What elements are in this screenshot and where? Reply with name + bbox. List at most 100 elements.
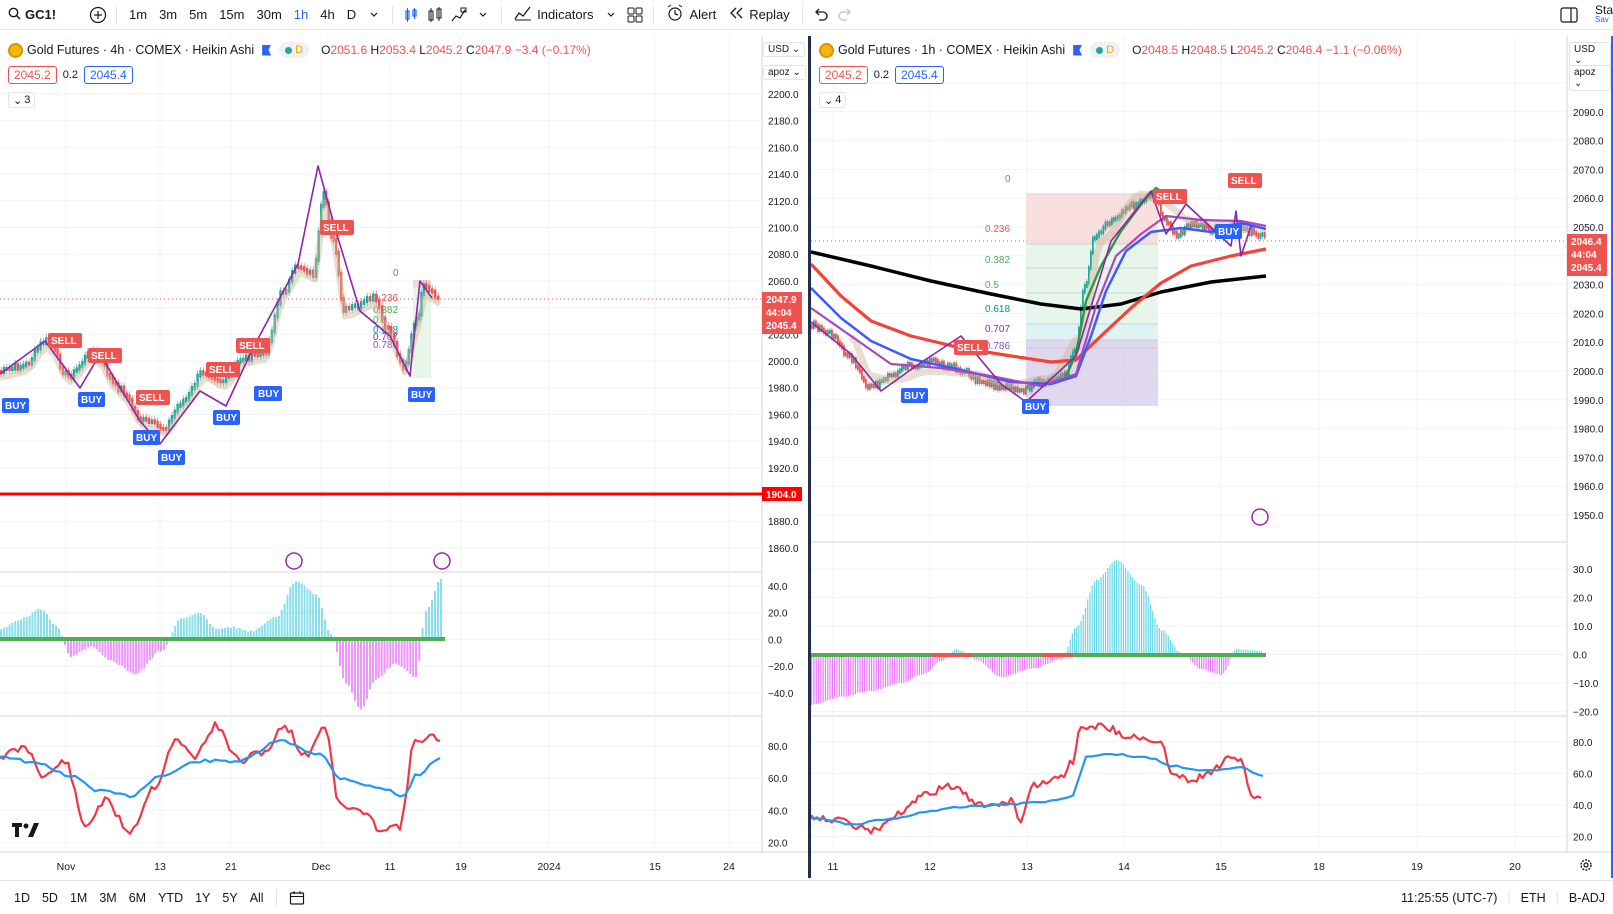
range-button[interactable]: 5Y [222, 890, 238, 905]
osc-bar [209, 624, 211, 639]
chart-canvas-4h[interactable]: 2200.02180.02160.02140.02120.02100.02080… [0, 36, 809, 878]
range-button[interactable]: YTD [158, 890, 184, 905]
candle-body [173, 409, 176, 420]
candles-icon[interactable] [399, 0, 423, 30]
signal-label: BUY [1218, 227, 1239, 238]
chart-pane-1h[interactable]: 2100.02090.02080.02070.02060.02050.02040… [809, 36, 1613, 878]
interval-button[interactable]: 4h [320, 7, 335, 22]
candle-body [943, 360, 945, 370]
osc-bar [1113, 561, 1115, 655]
chevron-down-icon[interactable] [471, 0, 495, 30]
candle-body [27, 361, 31, 366]
interval-button[interactable]: 1m [129, 7, 148, 22]
fib-level-label: 0.618 [985, 304, 1010, 315]
flag-icon[interactable] [262, 44, 272, 56]
adjustment-toggle[interactable]: B-ADJ [1568, 891, 1605, 905]
interval-button[interactable]: 15m [219, 7, 245, 22]
flag-icon[interactable] [1073, 44, 1083, 56]
osc-bar [431, 599, 433, 639]
interval-button[interactable]: 3m [159, 7, 178, 22]
osc-bar [191, 614, 194, 639]
osc-bar [95, 639, 98, 650]
compare-icon[interactable] [447, 0, 471, 30]
layout-grid-icon[interactable] [623, 0, 647, 30]
sell-price-button[interactable]: 2045.2 [8, 66, 57, 84]
osc-bar [1227, 655, 1229, 666]
symbol-search[interactable]: GC1! [0, 0, 86, 30]
osc-bar [415, 639, 417, 678]
buy-price-button[interactable]: 2045.4 [84, 66, 133, 84]
osc-bar [227, 626, 229, 639]
add-symbol-icon[interactable] [86, 0, 110, 30]
bars-icon[interactable] [423, 0, 447, 30]
osc-tick-label: 10.0 [1573, 622, 1593, 633]
candle-body [86, 351, 90, 359]
candle-body [340, 271, 343, 301]
scale-mode-select[interactable]: apoz ⌄ [1569, 65, 1611, 91]
l-label: L [419, 43, 426, 57]
buy-price-button[interactable]: 2045.4 [895, 66, 944, 84]
osc-bar [177, 620, 180, 639]
candle-body [67, 370, 70, 378]
signal-marker [255, 386, 282, 401]
chart-pane-4h[interactable]: 2200.0 2180.0 2160.0 2140.0 2120.0 2100.0 2080… [0, 36, 809, 878]
price-tick-label: 1860.0 [768, 544, 799, 555]
candle-body [1029, 384, 1031, 392]
interval-button[interactable]: 30m [256, 7, 282, 22]
interval-button[interactable]: 5m [189, 7, 208, 22]
clock[interactable]: 11:25:55 (UTC-7) [1401, 891, 1498, 905]
range-button[interactable]: 1D [14, 890, 30, 905]
sell-price-button[interactable]: 2045.2 [819, 66, 868, 84]
osc-bar [78, 639, 81, 653]
candle-body [75, 367, 78, 374]
chart-canvas-1h[interactable]: 2100.02090.02080.02070.02060.02050.02040… [811, 36, 1611, 878]
layout-panel-icon[interactable] [1557, 0, 1581, 30]
osc-bar [817, 655, 820, 704]
calendar-icon[interactable] [283, 881, 311, 914]
scale-mode-select[interactable]: apoz ⌄ [763, 65, 806, 80]
chevron-down-icon[interactable] [599, 0, 623, 30]
osc-bar [864, 655, 866, 692]
osc-bar [1167, 635, 1169, 655]
chevron-down-icon[interactable] [362, 0, 386, 30]
settings-gear-icon[interactable] [1579, 858, 1593, 877]
osc-bar [916, 655, 918, 676]
candle-body [288, 278, 291, 293]
osc-bar [146, 639, 149, 664]
osc-bar [300, 583, 303, 639]
candle-body [899, 368, 901, 374]
save-button[interactable]: Sta Sav [1595, 5, 1613, 25]
osc-bar [1149, 604, 1152, 655]
replay-button[interactable]: Replay [722, 0, 795, 30]
last-price-tag-text: 44:04 [766, 308, 792, 319]
price-tick-label: 1990.0 [1573, 396, 1604, 407]
range-button[interactable]: 3M [99, 890, 117, 905]
currency-select[interactable]: USD ⌄ [1569, 42, 1611, 68]
osc-bar [987, 655, 989, 668]
osc-bar [34, 610, 37, 639]
price-tick-label: 2160.0 [768, 143, 799, 154]
undo-icon[interactable] [809, 0, 833, 30]
currency-select[interactable]: USD ⌄ [763, 42, 806, 57]
price-tick-label: 2120.0 [768, 197, 799, 208]
osc-bar [1156, 624, 1158, 655]
candle-body [972, 373, 975, 380]
osc-bar [896, 655, 898, 684]
osc-bar [1078, 625, 1080, 655]
candle-body [1009, 384, 1011, 390]
session-toggle[interactable]: ETH [1520, 891, 1546, 905]
interval-button[interactable]: 1h [293, 7, 309, 22]
alert-button[interactable]: Alert [660, 0, 722, 30]
price-tick-label: 2080.0 [768, 250, 799, 261]
indicators-button[interactable]: Indicators [508, 0, 599, 30]
osc-bar [110, 639, 112, 661]
indicators-collapse-button[interactable]: ⌄ 4 [819, 92, 847, 108]
redo-icon[interactable] [833, 0, 857, 30]
range-button[interactable]: 6M [128, 890, 147, 905]
range-button[interactable]: All [249, 890, 264, 905]
range-button[interactable]: 5D [41, 890, 58, 905]
range-button[interactable]: 1M [69, 890, 88, 905]
indicators-collapse-button[interactable]: ⌄ 3 [8, 92, 36, 108]
range-button[interactable]: 1Y [195, 890, 211, 905]
interval-button[interactable]: D [346, 7, 357, 22]
